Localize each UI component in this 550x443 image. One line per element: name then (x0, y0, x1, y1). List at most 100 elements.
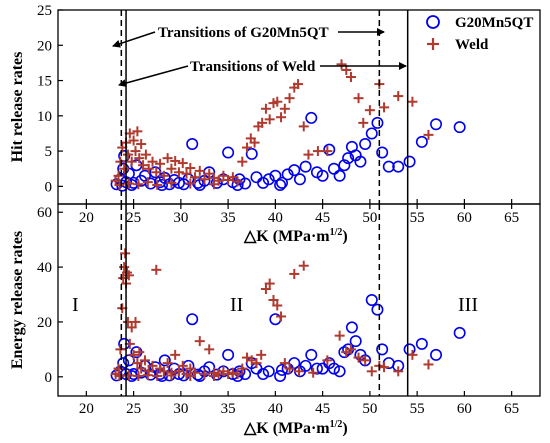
weld-point (293, 79, 304, 90)
g20-point (186, 138, 199, 151)
g20-point (415, 337, 428, 350)
g20-point (275, 363, 288, 376)
bottom-y-axis-title: Energy release rates (9, 231, 26, 369)
x-axis-title: △K (MPa·m1/2) (243, 419, 348, 437)
g20-point (138, 169, 151, 182)
g20-point (376, 146, 389, 159)
weld-point (242, 142, 253, 153)
bottom-data-points (110, 248, 466, 382)
weld-point (119, 163, 130, 174)
weld-point (336, 59, 347, 70)
g20-point (392, 160, 405, 173)
legend-g20-marker (426, 15, 440, 29)
weld-point (279, 358, 290, 369)
g20-point (316, 169, 329, 182)
legend-weld-marker (427, 38, 439, 50)
weld-point (251, 358, 262, 369)
weld-point (126, 322, 137, 333)
weld-point (308, 367, 319, 378)
g20-point (269, 169, 282, 182)
g20-point (222, 146, 235, 159)
weld-point (133, 179, 144, 190)
weld-point (199, 369, 210, 380)
bottom-x-tick-label: 65 (504, 401, 519, 417)
mid-x-tick-label: 60 (457, 210, 472, 226)
bottom-transition-lines (120, 204, 409, 396)
weld-point (143, 163, 154, 174)
g20-point (371, 303, 384, 316)
weld-point (393, 366, 404, 377)
x-tick-labels: 20 20 25 25 30 30 35 35 40 40 45 45 50 50 55 55 60 60 65 65 (79, 210, 519, 417)
weld-point (268, 295, 279, 305)
region-3-label: III (458, 294, 478, 316)
annot-g20-text: Transitions of G20Mn5QT (158, 25, 329, 41)
top-y-tick-label: 5 (45, 144, 53, 160)
mid-x-tick-label: 45 (315, 210, 330, 226)
g20-point (365, 127, 378, 140)
g20-point (274, 369, 287, 382)
g20-point (371, 116, 384, 129)
weld-point (147, 156, 158, 167)
weld-point (140, 149, 151, 160)
bottom-x-tick-label: 45 (315, 401, 330, 417)
weld-point (181, 168, 192, 179)
weld-point (115, 344, 126, 355)
weld-point (151, 264, 162, 275)
weld-point (126, 156, 137, 167)
weld-point (223, 369, 234, 380)
g20-point (327, 162, 340, 175)
weld-point (158, 366, 169, 377)
g20-point (430, 118, 443, 131)
g20-point (376, 343, 389, 356)
annot-weld-text: Transitions of Weld (190, 59, 316, 75)
weld-point (190, 172, 201, 183)
g20-point (359, 138, 372, 151)
weld-point (260, 284, 271, 295)
weld-point (185, 178, 196, 189)
weld-point (170, 349, 181, 360)
g20-point (333, 169, 346, 182)
weld-point (284, 93, 295, 104)
annot-weld-arrow-left (118, 65, 189, 87)
bottom-x-tick-label: 25 (126, 401, 141, 417)
weld-point (204, 344, 215, 355)
weld-point (120, 248, 131, 259)
weld-point (177, 360, 188, 371)
weld-point (303, 149, 314, 160)
g20-point (323, 143, 336, 156)
weld-point (294, 366, 304, 377)
g20-point (345, 321, 358, 334)
weld-point (298, 121, 309, 132)
mid-x-axis-title: △K (MPa·m1/2) (243, 227, 348, 245)
g20-point (222, 348, 235, 361)
weld-point (185, 370, 196, 381)
weld-point (407, 349, 418, 360)
weld-point (353, 352, 364, 363)
bottom-x-tick-label: 55 (410, 401, 425, 417)
g20-point (288, 164, 301, 177)
weld-point (147, 360, 158, 371)
g20-point (158, 354, 171, 367)
g20-point (262, 365, 275, 378)
mid-x-tick-label: 65 (504, 210, 519, 226)
g20-point (415, 135, 428, 148)
weld-point (166, 177, 177, 188)
weld-point (407, 96, 418, 107)
bottom-x-tick-label: 40 (268, 401, 283, 417)
g20-point (299, 160, 312, 173)
top-y-tick-label: 15 (37, 74, 52, 90)
bottom-x-tick-label: 60 (457, 401, 472, 417)
weld-point (134, 153, 145, 164)
bottom-plot-frame (57, 203, 541, 397)
top-y-tick-label: 25 (37, 3, 52, 19)
weld-point (152, 179, 163, 190)
weld-point (158, 170, 169, 181)
weld-point (272, 96, 283, 107)
weld-point (151, 167, 162, 178)
g20-point (342, 152, 355, 165)
bottom-x-tick-label: 35 (221, 401, 236, 417)
weld-point (322, 146, 333, 157)
g20-point (359, 354, 372, 367)
g20-point (257, 368, 270, 381)
